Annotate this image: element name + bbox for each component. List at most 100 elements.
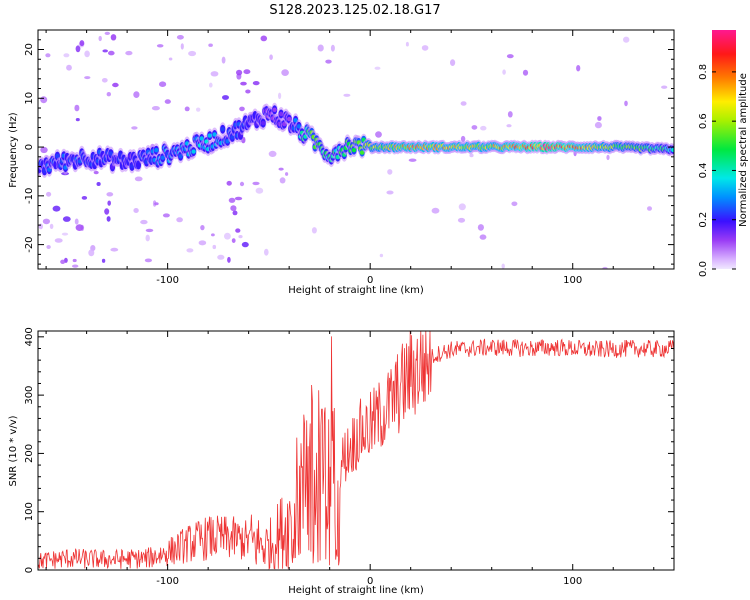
spectrogram-speckle [231, 238, 236, 244]
spectrogram-speckle [458, 203, 466, 211]
spectrogram-speckle [405, 41, 409, 47]
spectrogram-speckle [222, 95, 229, 100]
spectrogram-speckle [285, 172, 289, 176]
x-tick-label: -100 [156, 576, 179, 587]
colorbar: 0.0 0.2 0.4 0.6 0.8 Normalized spectral ampl… [698, 30, 749, 277]
spectrogram-speckle [239, 106, 245, 112]
spectrogram-speckle [104, 208, 110, 215]
spectrogram-speckle [228, 197, 236, 203]
spectrogram-speckle [594, 121, 602, 129]
spectrogram-speckle [72, 258, 77, 263]
spectrogram-speckle [226, 180, 232, 186]
spectrogram-speckle [212, 244, 217, 250]
spectrogram-speckle [460, 101, 467, 106]
spectrogram-speckle [164, 99, 171, 104]
spectrogram-speckle [75, 224, 84, 232]
spectrogram-speckle [325, 59, 332, 64]
spectrogram-speckle [52, 205, 61, 212]
y-tick-label: 100 [24, 502, 35, 521]
colorbar-ticks: 0.0 0.2 0.4 0.6 0.8 [698, 64, 736, 277]
spectrogram-speckle [602, 266, 608, 269]
spectrogram-speckle [252, 81, 260, 86]
spectrogram-speckle [217, 254, 225, 260]
spectrogram-speckle [162, 213, 170, 218]
spectrogram-frame [37, 29, 675, 270]
spectrogram-speckle [106, 216, 111, 222]
spectrogram-y-axis-label: Frequency (Hz) [8, 112, 19, 188]
colorbar-tick-label: 0.4 [698, 162, 709, 178]
colorbar-gradient [712, 30, 736, 269]
spectrogram-speckle [61, 232, 69, 236]
spectrogram-speckle [221, 56, 226, 64]
x-tick-label: 100 [563, 275, 582, 286]
spectrogram-ridge-core [154, 148, 159, 153]
spectrogram-speckle [188, 50, 197, 57]
spectrogram-ridge-core [129, 164, 135, 169]
spectrogram-speckle [232, 210, 238, 216]
spectrogram-speckle [471, 125, 478, 130]
spectrogram-speckle [145, 228, 154, 233]
chart-title: S128.2023.125.02.18.G17 [269, 3, 440, 18]
spectrogram-speckle [211, 233, 215, 237]
spectrogram-ridge-core [287, 116, 292, 122]
spectrogram-speckle [200, 225, 205, 231]
spectrogram-speckle [63, 53, 70, 58]
spectrogram-speckle [343, 93, 351, 97]
spectrogram-image [38, 31, 674, 269]
spectrogram-speckle [506, 124, 512, 128]
spectrogram-speckle [134, 176, 143, 182]
colorbar-tick-label: 0.8 [698, 64, 709, 80]
x-tick-label: -100 [156, 275, 179, 286]
spectrogram-ridge-core [220, 127, 225, 132]
spectrogram-speckle [460, 135, 466, 143]
colorbar-tick-label: 0.6 [698, 113, 709, 129]
spectrogram-speckle [522, 69, 529, 76]
spectrogram-speckle [624, 100, 628, 107]
snr-frame [37, 330, 675, 571]
spectrogram-speckle [264, 248, 269, 256]
spectrogram-speckle [40, 146, 48, 154]
spectrogram-speckle [279, 177, 286, 184]
spectrogram-speckle [104, 31, 111, 35]
spectrogram-speckle [75, 45, 81, 53]
spectrogram-speckle [278, 167, 284, 171]
spectrogram-speckle [507, 111, 513, 118]
spectrogram-speckle [186, 248, 194, 253]
spectrogram-speckle [502, 69, 506, 75]
spectrogram-speckle [125, 50, 133, 56]
spectrogram-speckle [96, 182, 101, 186]
colorbar-tick-label: 0.2 [698, 212, 709, 228]
spectrogram-speckle [110, 34, 117, 41]
x-tick-label: 0 [367, 275, 373, 286]
spectrogram-speckle [311, 227, 317, 234]
spectrogram-speckle [576, 65, 581, 72]
spectrogram-speckle [101, 258, 106, 263]
spectrogram-x-axis-label: Height of straight line (km) [288, 285, 424, 296]
spectrogram-speckle [387, 169, 393, 175]
spectrogram-speckle [241, 241, 249, 248]
spectrogram-speckle [379, 253, 384, 258]
y-tick-label: -10 [24, 188, 35, 204]
spectrogram-speckle [101, 78, 108, 83]
spectrogram-speckle [450, 59, 456, 66]
spectrogram-speckle [239, 181, 245, 187]
spectrogram-speckle [469, 153, 474, 158]
spectrogram-speckle [431, 207, 440, 214]
spectrogram-speckle [133, 208, 139, 213]
spectrogram-speckle [252, 181, 260, 186]
spectrogram-speckle [236, 69, 243, 76]
spectrogram-speckle [38, 223, 43, 230]
spectrogram-speckle [255, 187, 264, 194]
spectrogram-speckle [84, 50, 90, 58]
y-tick-label: 20 [24, 43, 35, 56]
spectrogram-speckle [457, 217, 466, 223]
spectrogram-speckle [230, 205, 237, 212]
y-tick-label: 10 [24, 92, 35, 105]
spectrogram-speckle [54, 238, 63, 243]
spectrogram-ridge-core [160, 155, 165, 160]
spectrogram-speckle [374, 66, 381, 70]
spectrogram-ridge-core [351, 147, 357, 153]
spectrogram-speckle [268, 150, 277, 157]
spectrogram-ridge-core [296, 124, 302, 129]
